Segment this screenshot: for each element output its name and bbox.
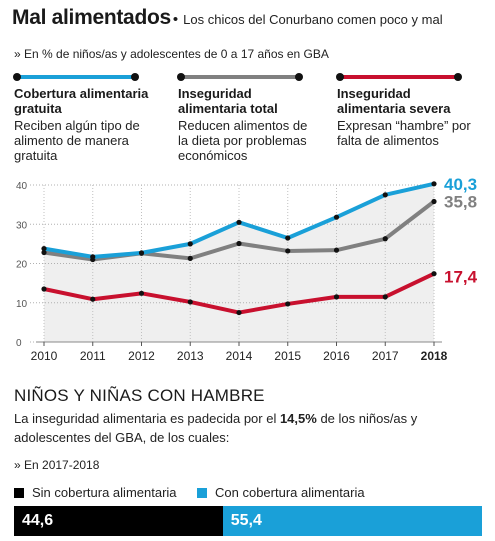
units-note: » En % de niños/as y adolescentes de 0 a…: [14, 47, 329, 61]
legend-desc-cobertura: Reciben algún tipo de alimento de manera…: [14, 118, 140, 163]
legend-desc-inseguridad-severa: Expresan “hambre” por falta de alimentos: [337, 118, 471, 148]
data-point-0-2016: [333, 214, 340, 220]
header: Mal alimentados • Los chicos del Conurbano…: [12, 6, 487, 36]
legend-title-inseguridad-severa: Inseguridad alimentaria severa: [337, 86, 451, 116]
section-text-highlight: 14,5%: [279, 411, 317, 426]
bar-legend-swatch-sin: [14, 487, 24, 498]
x-tick-2013: 2013: [177, 349, 204, 363]
data-point-2-2012: [138, 290, 145, 296]
data-point-0-2015: [285, 235, 291, 241]
data-point-1-2014: [236, 240, 242, 247]
line-chart: 0 10 20 30 40 2010 2011 2012 2013 2014 2015 2016 201…: [16, 175, 478, 363]
x-tick-2012: 2012: [128, 349, 155, 363]
y-tick-40: 40: [16, 181, 28, 192]
data-point-2-2017: [382, 294, 388, 300]
data-point-0-2013: [187, 241, 193, 247]
x-tick-2010: 2010: [31, 349, 58, 363]
data-point-2-2011: [90, 296, 96, 302]
data-point-1-2018: [431, 198, 437, 205]
section-title: NIÑOS Y NIÑAS CON HAMBRE: [14, 386, 265, 405]
title-bullet: •: [172, 11, 179, 28]
end-label-1: 35,8: [444, 192, 477, 211]
x-tick-2018: 2018: [421, 349, 448, 363]
data-point-0-2010: [41, 245, 47, 252]
y-tick-0: 0: [16, 338, 22, 349]
x-tick-2011: 2011: [80, 349, 106, 363]
data-point-2-2018: [431, 271, 437, 277]
legend-title-inseguridad-total: Inseguridad alimentaria total: [178, 86, 278, 116]
data-point-2-2010: [41, 286, 47, 292]
data-point-0-2018: [431, 181, 437, 187]
data-point-2-2015: [285, 301, 291, 307]
legend-item-cobertura: Cobertura alimentaria gratuita Reciben a…: [13, 73, 154, 163]
bar-legend-label-con: Con cobertura alimentaria: [215, 485, 365, 500]
data-point-0-2012: [138, 250, 145, 256]
legend-item-inseguridad-total: Inseguridad alimentaria total Reducen al…: [177, 73, 318, 163]
data-point-2-2013: [187, 299, 193, 305]
data-point-1-2015: [285, 248, 291, 254]
end-label-2: 17,4: [444, 268, 478, 287]
y-tick-20: 20: [16, 260, 28, 271]
data-point-2-2016: [333, 294, 340, 300]
x-tick-2014: 2014: [226, 349, 253, 363]
stacked-bar: 44,6 55,4: [14, 506, 482, 536]
end-label-0: 40,3: [444, 175, 477, 194]
x-tick-2017: 2017: [372, 349, 399, 363]
x-tick-2016: 2016: [323, 349, 350, 363]
bar-legend-swatch-con: [197, 487, 207, 498]
section-text-start: La inseguridad alimentaria es padecida p…: [14, 411, 280, 426]
bar-segment-con-cobertura: 55,4: [222, 506, 482, 536]
legend-desc-inseguridad-total: Reducen alimentos de la dieta por proble…: [178, 118, 308, 163]
data-point-1-2010: [41, 249, 47, 256]
bar-legend-sin-cobertura: Sin cobertura alimentaria: [14, 485, 177, 500]
page-title: Mal alimentados: [12, 6, 171, 29]
section-text: La inseguridad alimentaria es padecida p…: [14, 409, 484, 447]
data-point-0-2017: [382, 192, 388, 198]
period-note: » En 2017-2018: [14, 458, 100, 472]
data-point-1-2013: [187, 255, 193, 261]
y-tick-10: 10: [16, 299, 28, 310]
legend-swatch-cobertura: [13, 73, 139, 81]
page-subtitle: Los chicos del Conurbano comen poco y ma…: [183, 12, 443, 27]
bar-segment-sin-cobertura: 44,6: [14, 506, 223, 536]
data-point-1-2016: [333, 247, 340, 253]
x-tick-2015: 2015: [274, 349, 301, 363]
legend-item-inseguridad-severa: Inseguridad alimentaria severa Expresan …: [336, 73, 477, 148]
legend-swatch-inseguridad-total: [177, 73, 303, 81]
legend-swatch-inseguridad-severa: [336, 73, 462, 81]
section-text-end: de los niños/as y adolescentes del GBA, …: [14, 411, 418, 445]
data-point-0-2014: [236, 219, 242, 225]
legend-title-cobertura: Cobertura alimentaria gratuita: [14, 86, 149, 116]
bar-legend-label-sin: Sin cobertura alimentaria: [32, 485, 177, 500]
bar-legend-con-cobertura: Con cobertura alimentaria: [197, 485, 365, 500]
data-point-2-2014: [236, 309, 242, 316]
data-point-0-2011: [90, 254, 96, 260]
chart-area-shade: [44, 183, 434, 342]
y-tick-30: 30: [16, 220, 28, 231]
data-point-1-2017: [382, 236, 388, 242]
